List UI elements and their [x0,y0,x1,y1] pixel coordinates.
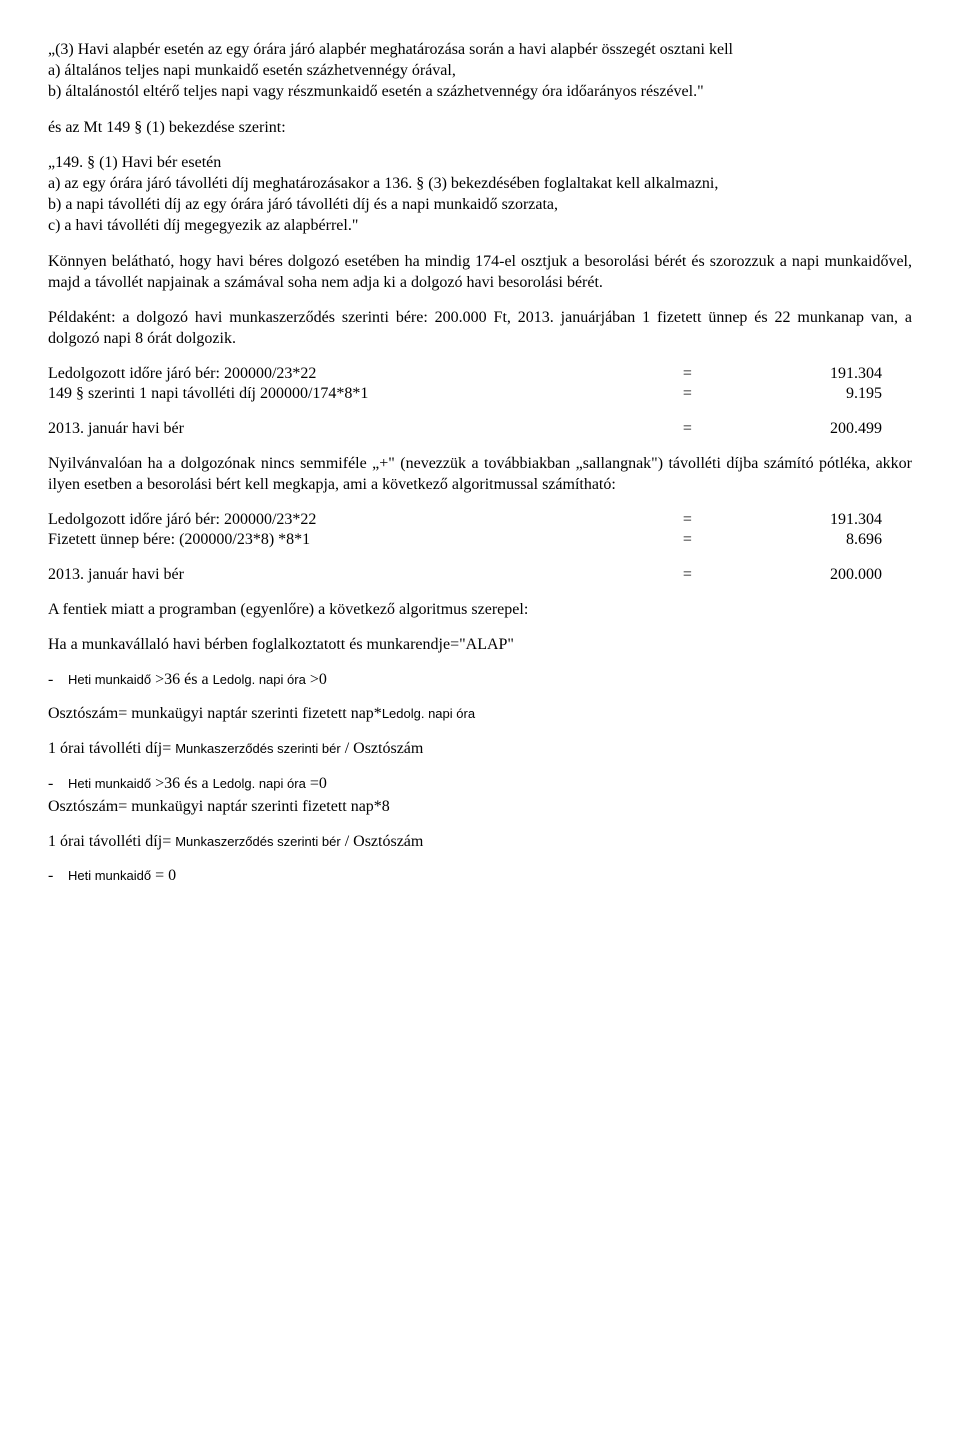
algo-f1a: Osztószám= munkaügyi naptár szerinti fiz… [48,704,912,725]
algo-cond2-a: Heti munkaidő [68,776,151,791]
p1-line1: „(3) Havi alapbér esetén az egy órára já… [48,40,912,61]
paragraph-6: Nyilvánvalóan ha a dolgozónak nincs semm… [48,454,912,496]
calc2-total-table: 2013. január havi bér = 200.000 [48,565,912,586]
calc1-row2: 149 § szerinti 1 napi távolléti díj 2000… [48,384,912,405]
calc1-total-val: 200.499 [722,419,912,440]
paragraph-8: Ha a munkavállaló havi bérben foglalkozt… [48,635,912,656]
calc1-r2-eq: = [653,384,722,405]
calc2-r1-label: Ledolgozott időre járó bér: 200000/23*22 [48,510,653,531]
algo-f2a: Osztószám= munkaügyi naptár szerinti fiz… [48,797,912,818]
calc2-total-eq: = [653,565,722,586]
calc2-r1-eq: = [653,510,722,531]
paragraph-7: A fentiek miatt a programban (egyenlőre)… [48,600,912,621]
algo-f1b-mid: Munkaszerződés szerinti bér [175,741,340,756]
algo-f1a-tail: Ledolg. napi óra [382,706,475,721]
p3-line1: „149. § (1) Havi bér esetén [48,153,912,174]
calc1-r2-label: 149 § szerinti 1 napi távolléti díj 2000… [48,384,653,405]
calc2-total-row: 2013. január havi bér = 200.000 [48,565,912,586]
calc1-row1: Ledolgozott időre járó bér: 200000/23*22… [48,364,912,385]
calc-table-1: Ledolgozott időre járó bér: 200000/23*22… [48,364,912,406]
algo-f2b-pre: 1 órai távolléti díj= [48,833,175,850]
calc1-r2-val: 9.195 [722,384,912,405]
algo-cond1-b: >36 és a [155,671,212,688]
calc2-total-label: 2013. január havi bér [48,565,653,586]
algo-f1a-text: Osztószám= munkaügyi naptár szerinti fiz… [48,705,382,722]
paragraph-2: és az Mt 149 § (1) bekezdése szerint: [48,118,912,139]
p3-line2: a) az egy órára járó távolléti díj megha… [48,174,912,195]
calc2-total-val: 200.000 [722,565,912,586]
calc1-total-eq: = [653,419,722,440]
p1-line3: b) általánostól eltérő teljes napi vagy … [48,82,912,103]
calc2-r2-val: 8.696 [722,530,912,551]
algo-cond3: - Heti munkaidő = 0 [48,866,912,887]
calc1-total-table: 2013. január havi bér = 200.499 [48,419,912,440]
calc1-r1-eq: = [653,364,722,385]
calc2-r2-eq: = [653,530,722,551]
algo-cond2-d: =0 [310,775,327,792]
algorithm-block: - Heti munkaidő >36 és a Ledolg. napi ór… [48,670,912,888]
algo-cond2-c: Ledolg. napi óra [213,776,306,791]
calc2-r2-label: Fizetett ünnep bére: (200000/23*8) *8*1 [48,530,653,551]
calc2-row1: Ledolgozott időre járó bér: 200000/23*22… [48,510,912,531]
paragraph-3: „149. § (1) Havi bér esetén a) az egy ór… [48,153,912,236]
algo-f2b: 1 órai távolléti díj= Munkaszerződés sze… [48,832,912,853]
calc1-total-label: 2013. január havi bér [48,419,653,440]
algo-cond1-a: Heti munkaidő [68,672,151,687]
algo-cond2: - Heti munkaidő >36 és a Ledolg. napi ór… [48,774,912,795]
calc1-total-row: 2013. január havi bér = 200.499 [48,419,912,440]
algo-cond1-c: Ledolg. napi óra [213,672,306,687]
p1-line2: a) általános teljes napi munkaidő esetén… [48,61,912,82]
algo-f2b-post: / Osztószám [341,833,424,850]
algo-cond1: - Heti munkaidő >36 és a Ledolg. napi ór… [48,670,912,691]
algo-cond1-d: >0 [310,671,327,688]
calc-table-2: Ledolgozott időre járó bér: 200000/23*22… [48,510,912,552]
algo-f1b-pre: 1 órai távolléti díj= [48,740,175,757]
paragraph-5: Példaként: a dolgozó havi munkaszerződés… [48,308,912,350]
algo-f1b-post: / Osztószám [341,740,424,757]
algo-cond2-b: >36 és a [155,775,212,792]
algo-cond3-a: Heti munkaidő [68,868,151,883]
p3-line4: c) a havi távolléti díj megegyezik az al… [48,216,912,237]
calc1-r1-label: Ledolgozott időre járó bér: 200000/23*22 [48,364,653,385]
p3-line3: b) a napi távolléti díj az egy órára jár… [48,195,912,216]
calc1-r1-val: 191.304 [722,364,912,385]
algo-f2b-mid: Munkaszerződés szerinti bér [175,834,340,849]
calc2-r1-val: 191.304 [722,510,912,531]
paragraph-1: „(3) Havi alapbér esetén az egy órára já… [48,40,912,102]
paragraph-4: Könnyen belátható, hogy havi béres dolgo… [48,252,912,294]
algo-f1b: 1 órai távolléti díj= Munkaszerződés sze… [48,739,912,760]
calc2-row2: Fizetett ünnep bére: (200000/23*8) *8*1 … [48,530,912,551]
algo-cond3-b: = 0 [155,867,176,884]
